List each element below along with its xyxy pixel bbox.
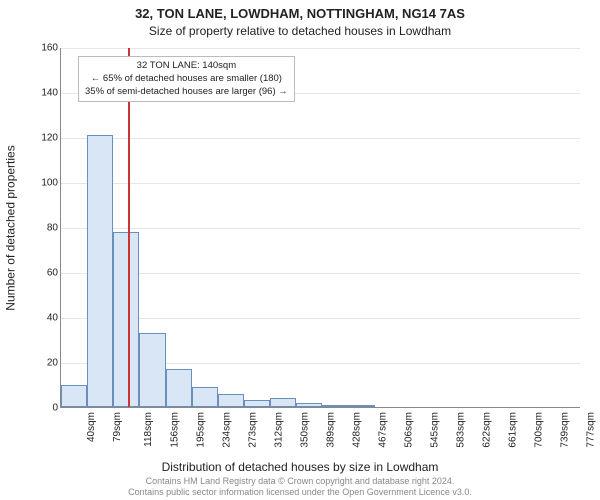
footer-attribution: Contains HM Land Registry data © Crown c… [0, 476, 600, 498]
x-tick-label: 118sqm [143, 412, 154, 447]
histogram-bar [61, 385, 87, 408]
x-tick-label: 428sqm [352, 412, 363, 448]
histogram-bar [87, 135, 113, 407]
chart-subtitle: Size of property relative to detached ho… [0, 24, 600, 38]
x-tick-label: 700sqm [534, 412, 545, 448]
annotation-box: 32 TON LANE: 140sqm← 65% of detached hou… [78, 56, 295, 102]
x-tick-label: 467sqm [378, 412, 389, 448]
histogram-bar [244, 400, 270, 407]
annotation-line: 35% of semi-detached houses are larger (… [85, 86, 288, 99]
footer-line-2: Contains public sector information licen… [0, 487, 600, 498]
x-tick-label: 350sqm [300, 412, 311, 448]
histogram-bar [218, 394, 244, 408]
chart-title: 32, TON LANE, LOWDHAM, NOTTINGHAM, NG14 … [0, 6, 600, 21]
x-tick-label: 79sqm [112, 412, 123, 442]
x-tick-label: 156sqm [170, 412, 181, 448]
x-tick-label: 739sqm [560, 412, 571, 448]
figure-root: 32, TON LANE, LOWDHAM, NOTTINGHAM, NG14 … [0, 0, 600, 500]
y-tick-label: 20 [30, 358, 58, 369]
x-tick-label: 583sqm [456, 412, 467, 448]
y-axis-label: Number of detached properties [4, 48, 18, 408]
y-tick-label: 60 [30, 268, 58, 279]
x-axis-ticks: 40sqm 79sqm 118sqm 156sqm 195sqm 234sqm 273sqm… [60, 408, 580, 462]
x-tick-label: 777sqm [586, 412, 597, 448]
x-tick-label: 312sqm [274, 412, 285, 448]
x-tick-label: 622sqm [482, 412, 493, 448]
x-axis-label: Distribution of detached houses by size … [0, 460, 600, 474]
y-tick-label: 120 [30, 133, 58, 144]
gridline [61, 183, 580, 184]
x-tick-label: 545sqm [430, 412, 441, 448]
y-tick-label: 140 [30, 88, 58, 99]
gridline [61, 228, 580, 229]
y-axis-ticks: 020406080100120140160 [30, 48, 58, 408]
x-tick-label: 273sqm [248, 412, 259, 448]
gridline [61, 138, 580, 139]
y-tick-label: 0 [30, 403, 58, 414]
histogram-bar [296, 403, 322, 408]
y-tick-label: 100 [30, 178, 58, 189]
histogram-bar [322, 405, 348, 407]
x-tick-label: 195sqm [196, 412, 207, 448]
y-tick-label: 40 [30, 313, 58, 324]
x-tick-label: 506sqm [404, 412, 415, 448]
y-tick-label: 160 [30, 43, 58, 54]
histogram-bar [192, 387, 218, 407]
x-tick-label: 234sqm [222, 412, 233, 448]
footer-line-1: Contains HM Land Registry data © Crown c… [0, 476, 600, 487]
gridline [61, 48, 580, 49]
annotation-line: ← 65% of detached houses are smaller (18… [85, 73, 288, 86]
histogram-bar [270, 398, 296, 407]
y-tick-label: 80 [30, 223, 58, 234]
histogram-bar [348, 405, 374, 407]
annotation-line: 32 TON LANE: 140sqm [85, 60, 288, 73]
histogram-bar [166, 369, 192, 407]
x-tick-label: 389sqm [326, 412, 337, 448]
histogram-bar [113, 232, 139, 408]
x-tick-label: 661sqm [508, 412, 519, 448]
histogram-bar [139, 333, 165, 407]
x-tick-label: 40sqm [86, 412, 97, 442]
